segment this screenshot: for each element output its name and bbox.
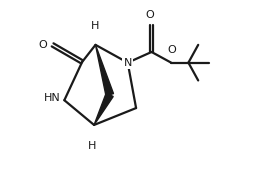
Text: H: H [91, 21, 100, 31]
Polygon shape [96, 45, 114, 96]
Text: O: O [145, 10, 154, 20]
Text: H: H [88, 141, 97, 151]
Text: O: O [168, 45, 177, 55]
Text: N: N [123, 58, 132, 68]
Polygon shape [94, 93, 113, 125]
Text: HN: HN [44, 93, 61, 103]
Text: O: O [39, 40, 47, 50]
